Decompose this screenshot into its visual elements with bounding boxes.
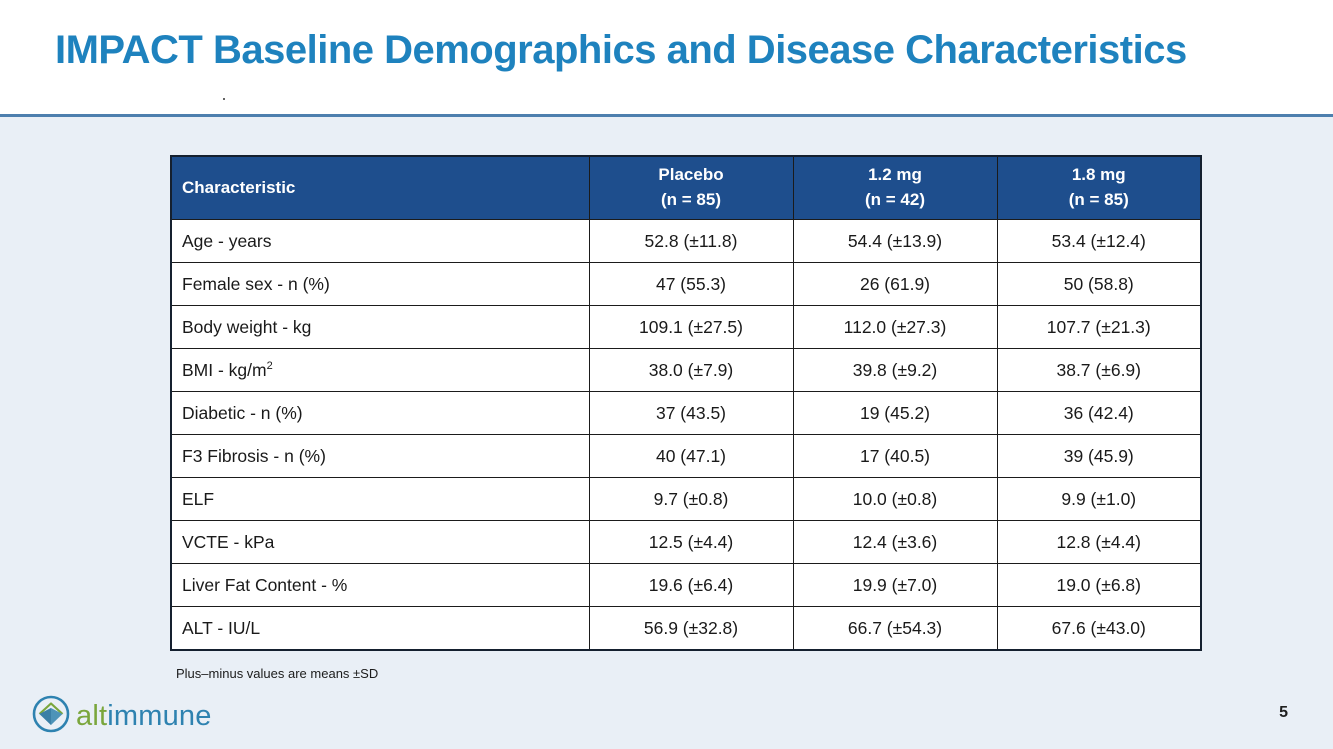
row-value: 47 (55.3): [588, 262, 794, 306]
row-value: 52.8 (±11.8): [588, 219, 794, 263]
header-1-2mg-line1: 1.2 mg: [868, 165, 922, 185]
row-label: Liver Fat Content - %: [170, 563, 590, 607]
row-value: 19.9 (±7.0): [792, 563, 998, 607]
row-label: Age - years: [170, 219, 590, 263]
table-row: Diabetic - n (%) 37 (43.5) 19 (45.2) 36 (42…: [170, 391, 1202, 435]
altimmune-logo-icon: [30, 693, 72, 740]
row-label: ALT - IU/L: [170, 606, 590, 651]
row-value: 17 (40.5): [792, 434, 998, 478]
row-value: 39.8 (±9.2): [792, 348, 998, 392]
header-placebo-line1: Placebo: [658, 165, 724, 185]
row-value: 67.6 (±43.0): [996, 606, 1202, 651]
logo-text-alt: alt: [76, 700, 108, 732]
row-value: 38.0 (±7.9): [588, 348, 794, 392]
row-value: 36 (42.4): [996, 391, 1202, 435]
row-value: 10.0 (±0.8): [792, 477, 998, 521]
title-band: IMPACT Baseline Demographics and Disease…: [0, 0, 1333, 114]
header-1-8mg-line2: (n = 85): [1068, 190, 1129, 209]
row-value: 56.9 (±32.8): [588, 606, 794, 651]
table-row: Female sex - n (%) 47 (55.3) 26 (61.9) 50 (…: [170, 262, 1202, 306]
demographics-table: Characteristic Placebo (n = 85) 1.2 mg (n …: [170, 155, 1202, 651]
table-row: F3 Fibrosis - n (%) 40 (47.1) 17 (40.5) 39 …: [170, 434, 1202, 478]
row-label: F3 Fibrosis - n (%): [170, 434, 590, 478]
altimmune-logo-text: altimmune: [76, 702, 212, 731]
table-row: Age - years 52.8 (±11.8) 54.4 (±13.9) 53.4 …: [170, 219, 1202, 263]
header-1-2mg-line2: (n = 42): [865, 190, 925, 209]
row-value: 40 (47.1): [588, 434, 794, 478]
stray-dot: [223, 98, 225, 100]
row-value: 39 (45.9): [996, 434, 1202, 478]
row-label: VCTE - kPa: [170, 520, 590, 564]
row-value: 19.6 (±6.4): [588, 563, 794, 607]
row-label-superscript: 2: [266, 359, 273, 372]
table-row: Body weight - kg 109.1 (±27.5) 112.0 (±27.…: [170, 305, 1202, 349]
header-divider: [0, 114, 1333, 117]
table-row: Liver Fat Content - % 19.6 (±6.4) 19.9 (±7…: [170, 563, 1202, 607]
row-value: 26 (61.9): [792, 262, 998, 306]
page-title: IMPACT Baseline Demographics and Disease…: [55, 28, 1187, 72]
row-value: 19.0 (±6.8): [996, 563, 1202, 607]
row-value: 54.4 (±13.9): [792, 219, 998, 263]
header-placebo: Placebo (n = 85): [588, 155, 794, 220]
slide-body: Characteristic Placebo (n = 85) 1.2 mg (n …: [0, 117, 1333, 749]
header-placebo-line2: (n = 85): [661, 190, 721, 209]
row-label: Diabetic - n (%): [170, 391, 590, 435]
row-value: 50 (58.8): [996, 262, 1202, 306]
row-label: ELF: [170, 477, 590, 521]
row-value: 9.7 (±0.8): [588, 477, 794, 521]
row-value: 38.7 (±6.9): [996, 348, 1202, 392]
row-label: BMI - kg/m2: [170, 348, 590, 392]
row-value: 107.7 (±21.3): [996, 305, 1202, 349]
row-value: 12.5 (±4.4): [588, 520, 794, 564]
table-header-row: Characteristic Placebo (n = 85) 1.2 mg (n …: [170, 155, 1202, 220]
row-label: Female sex - n (%): [170, 262, 590, 306]
row-value: 112.0 (±27.3): [792, 305, 998, 349]
table-row: BMI - kg/m2 38.0 (±7.9) 39.8 (±9.2) 38.7 (±…: [170, 348, 1202, 392]
row-value: 66.7 (±54.3): [792, 606, 998, 651]
table-row: ALT - IU/L 56.9 (±32.8) 66.7 (±54.3) 67.6 (…: [170, 606, 1202, 651]
header-1-2mg: 1.2 mg (n = 42): [792, 155, 998, 220]
row-value: 53.4 (±12.4): [996, 219, 1202, 263]
header-characteristic: Characteristic: [170, 155, 590, 220]
logo-text-immune: immune: [107, 700, 212, 732]
row-value: 109.1 (±27.5): [588, 305, 794, 349]
altimmune-logo: altimmune: [30, 693, 212, 740]
header-1-8mg: 1.8 mg (n = 85): [996, 155, 1202, 220]
row-value: 12.4 (±3.6): [792, 520, 998, 564]
table-header: Characteristic Placebo (n = 85) 1.2 mg (n …: [170, 155, 1202, 220]
row-value: 37 (43.5): [588, 391, 794, 435]
table-body: Age - years 52.8 (±11.8) 54.4 (±13.9) 53.4 …: [170, 219, 1202, 651]
table-row: VCTE - kPa 12.5 (±4.4) 12.4 (±3.6) 12.8 (±4…: [170, 520, 1202, 564]
table-row: ELF 9.7 (±0.8) 10.0 (±0.8) 9.9 (±1.0): [170, 477, 1202, 521]
page-number: 5: [1279, 704, 1288, 721]
row-value: 9.9 (±1.0): [996, 477, 1202, 521]
header-1-8mg-line1: 1.8 mg: [1071, 165, 1126, 185]
row-value: 19 (45.2): [792, 391, 998, 435]
footnote: Plus–minus values are means ±SD: [176, 666, 379, 681]
row-label: Body weight - kg: [170, 305, 590, 349]
row-value: 12.8 (±4.4): [996, 520, 1202, 564]
